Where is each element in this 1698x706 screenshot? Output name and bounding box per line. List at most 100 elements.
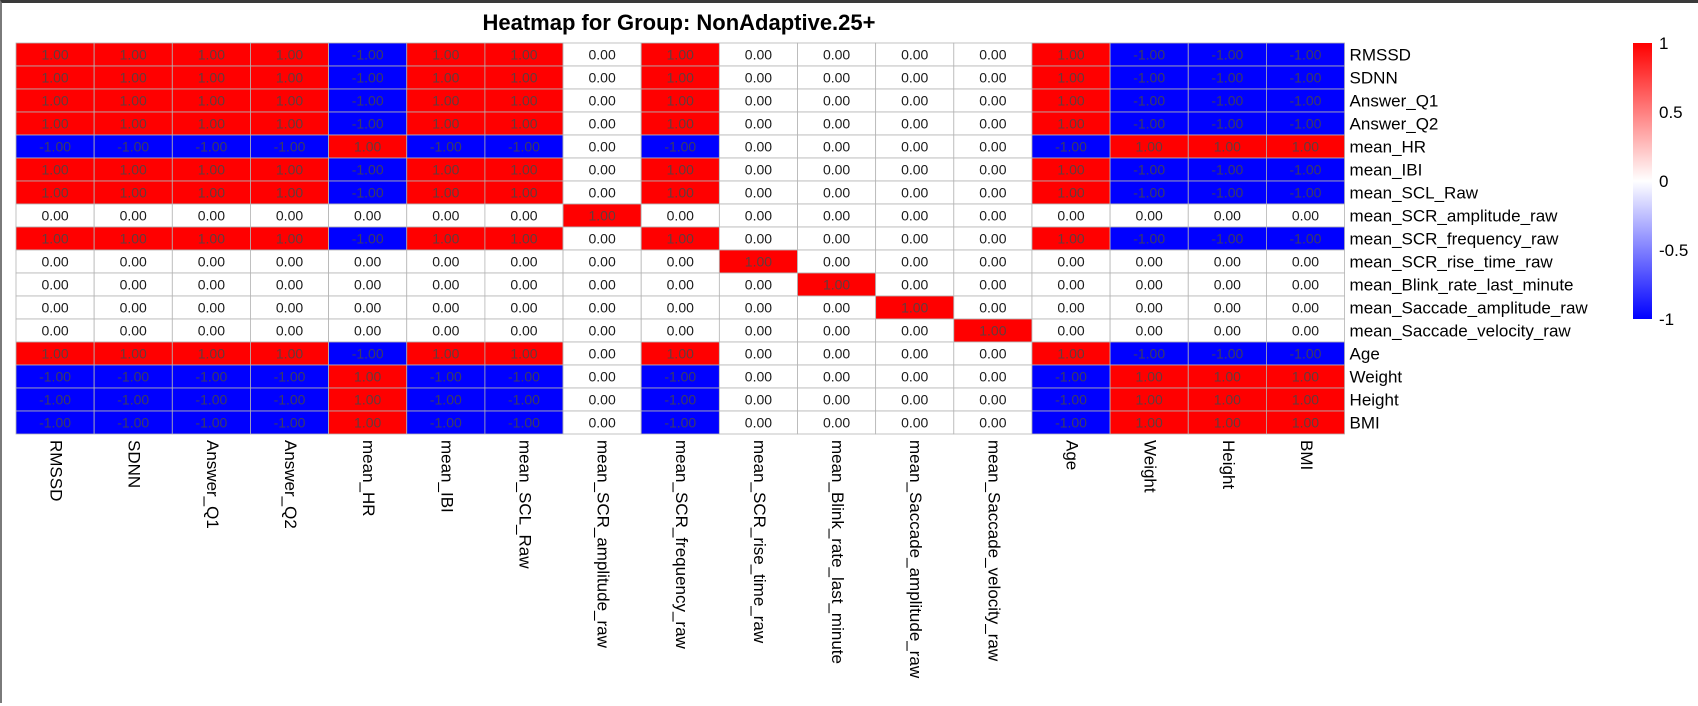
- cell-value-label: 0.00: [901, 208, 928, 224]
- cell-value-label: 0.00: [745, 185, 772, 201]
- cell-value-label: -1.00: [1055, 392, 1087, 408]
- heatmap-cell-labels: 1.00 1.00 1.00 1.00 -1.00 1.00 1.00 0.00 1.00 0.0…: [39, 47, 1322, 431]
- cell-value-label: 1.00: [198, 162, 225, 178]
- cell-value-label: 0.00: [979, 392, 1006, 408]
- row-label: mean_IBI: [1350, 161, 1423, 180]
- cell-value-label: -1.00: [1133, 93, 1165, 109]
- cell-value-label: 0.00: [120, 208, 147, 224]
- cell-value-label: 1.00: [41, 231, 68, 247]
- cell-value-label: -1.00: [1211, 231, 1243, 247]
- cell-value-label: 0.00: [901, 323, 928, 339]
- cell-value-label: 0.00: [979, 93, 1006, 109]
- cell-value-label: -1.00: [508, 139, 540, 155]
- cell-value-label: 1.00: [1057, 47, 1084, 63]
- cell-value-label: -1.00: [274, 139, 306, 155]
- cell-value-label: 1.00: [432, 346, 459, 362]
- cell-value-label: 0.00: [354, 323, 381, 339]
- cell-value-label: 1.00: [510, 116, 537, 132]
- cell-value-label: 1.00: [1214, 139, 1241, 155]
- column-label: mean_Saccade_amplitude_raw: [906, 440, 925, 679]
- cell-value-label: -1.00: [117, 369, 149, 385]
- column-label: Answer_Q2: [281, 440, 300, 529]
- cell-value-label: 1.00: [1214, 415, 1241, 431]
- cell-value-label: 0.00: [432, 323, 459, 339]
- cell-value-label: -1.00: [39, 415, 71, 431]
- cell-value-label: 0.00: [979, 185, 1006, 201]
- cell-value-label: 1.00: [198, 231, 225, 247]
- cell-value-label: 1.00: [120, 47, 147, 63]
- column-label: mean_HR: [359, 440, 378, 517]
- column-label: Answer_Q1: [203, 440, 222, 529]
- cell-value-label: 1.00: [667, 47, 694, 63]
- cell-value-label: 0.00: [589, 300, 616, 316]
- cell-value-label: -1.00: [1211, 185, 1243, 201]
- cell-value-label: 0.00: [198, 254, 225, 270]
- cell-value-label: 1.00: [667, 231, 694, 247]
- cell-value-label: 0.00: [41, 277, 68, 293]
- cell-value-label: 1.00: [1057, 185, 1084, 201]
- cell-value-label: 0.00: [745, 47, 772, 63]
- cell-value-label: -1.00: [274, 415, 306, 431]
- cell-value-label: 0.00: [979, 415, 1006, 431]
- cell-value-label: 0.00: [589, 392, 616, 408]
- cell-value-label: 0.00: [1292, 300, 1319, 316]
- row-label: Height: [1350, 391, 1399, 410]
- cell-value-label: 1.00: [667, 346, 694, 362]
- cell-value-label: 0.00: [589, 162, 616, 178]
- cell-value-label: 1.00: [823, 277, 850, 293]
- cell-value-label: 1.00: [1136, 415, 1163, 431]
- cell-value-label: 1.00: [1292, 415, 1319, 431]
- cell-value-label: 1.00: [198, 185, 225, 201]
- cell-value-label: 1.00: [1214, 392, 1241, 408]
- cell-value-label: 1.00: [120, 162, 147, 178]
- cell-value-label: 0.00: [745, 231, 772, 247]
- row-label: mean_SCR_frequency_raw: [1350, 230, 1560, 249]
- cell-value-label: 0.00: [979, 369, 1006, 385]
- cell-value-label: 1.00: [41, 346, 68, 362]
- cell-value-label: -1.00: [1290, 93, 1322, 109]
- cell-value-label: 0.00: [979, 162, 1006, 178]
- cell-value-label: 0.00: [41, 300, 68, 316]
- cell-value-label: 0.00: [354, 300, 381, 316]
- legend-tick-label: -1: [1659, 310, 1674, 329]
- column-label: SDNN: [125, 440, 144, 488]
- cell-value-label: 0.00: [667, 208, 694, 224]
- cell-value-label: 0.00: [354, 254, 381, 270]
- cell-value-label: 0.00: [1292, 254, 1319, 270]
- cell-value-label: -1.00: [1133, 346, 1165, 362]
- cell-value-label: 1.00: [198, 47, 225, 63]
- column-label: mean_Blink_rate_last_minute: [828, 440, 847, 664]
- cell-value-label: 0.00: [901, 47, 928, 63]
- cell-value-label: -1.00: [1133, 47, 1165, 63]
- cell-value-label: 0.00: [823, 162, 850, 178]
- cell-value-label: -1.00: [1290, 47, 1322, 63]
- cell-value-label: 0.00: [745, 162, 772, 178]
- cell-value-label: -1.00: [508, 415, 540, 431]
- cell-value-label: 0.00: [823, 300, 850, 316]
- cell-value-label: 0.00: [1057, 277, 1084, 293]
- cell-value-label: 1.00: [745, 254, 772, 270]
- cell-value-label: 0.00: [901, 139, 928, 155]
- cell-value-label: -1.00: [1133, 185, 1165, 201]
- cell-value-label: -1.00: [1133, 162, 1165, 178]
- cell-value-label: 0.00: [979, 231, 1006, 247]
- cell-value-label: 1.00: [1292, 369, 1319, 385]
- cell-value-label: 0.00: [823, 93, 850, 109]
- cell-value-label: 0.00: [276, 208, 303, 224]
- cell-value-label: 1.00: [198, 116, 225, 132]
- cell-value-label: 1.00: [432, 116, 459, 132]
- cell-value-label: 0.00: [120, 323, 147, 339]
- cell-value-label: 0.00: [901, 185, 928, 201]
- cell-value-label: 0.00: [745, 300, 772, 316]
- cell-value-label: 1.00: [1057, 346, 1084, 362]
- cell-value-label: 0.00: [589, 47, 616, 63]
- cell-value-label: -1.00: [1290, 231, 1322, 247]
- cell-value-label: 0.00: [1136, 208, 1163, 224]
- cell-value-label: 1.00: [510, 162, 537, 178]
- cell-value-label: 1.00: [901, 300, 928, 316]
- cell-value-label: 1.00: [354, 415, 381, 431]
- cell-value-label: -1.00: [1290, 346, 1322, 362]
- cell-value-label: 1.00: [510, 346, 537, 362]
- cell-value-label: 0.00: [1136, 277, 1163, 293]
- column-label: mean_SCR_rise_time_raw: [750, 440, 769, 644]
